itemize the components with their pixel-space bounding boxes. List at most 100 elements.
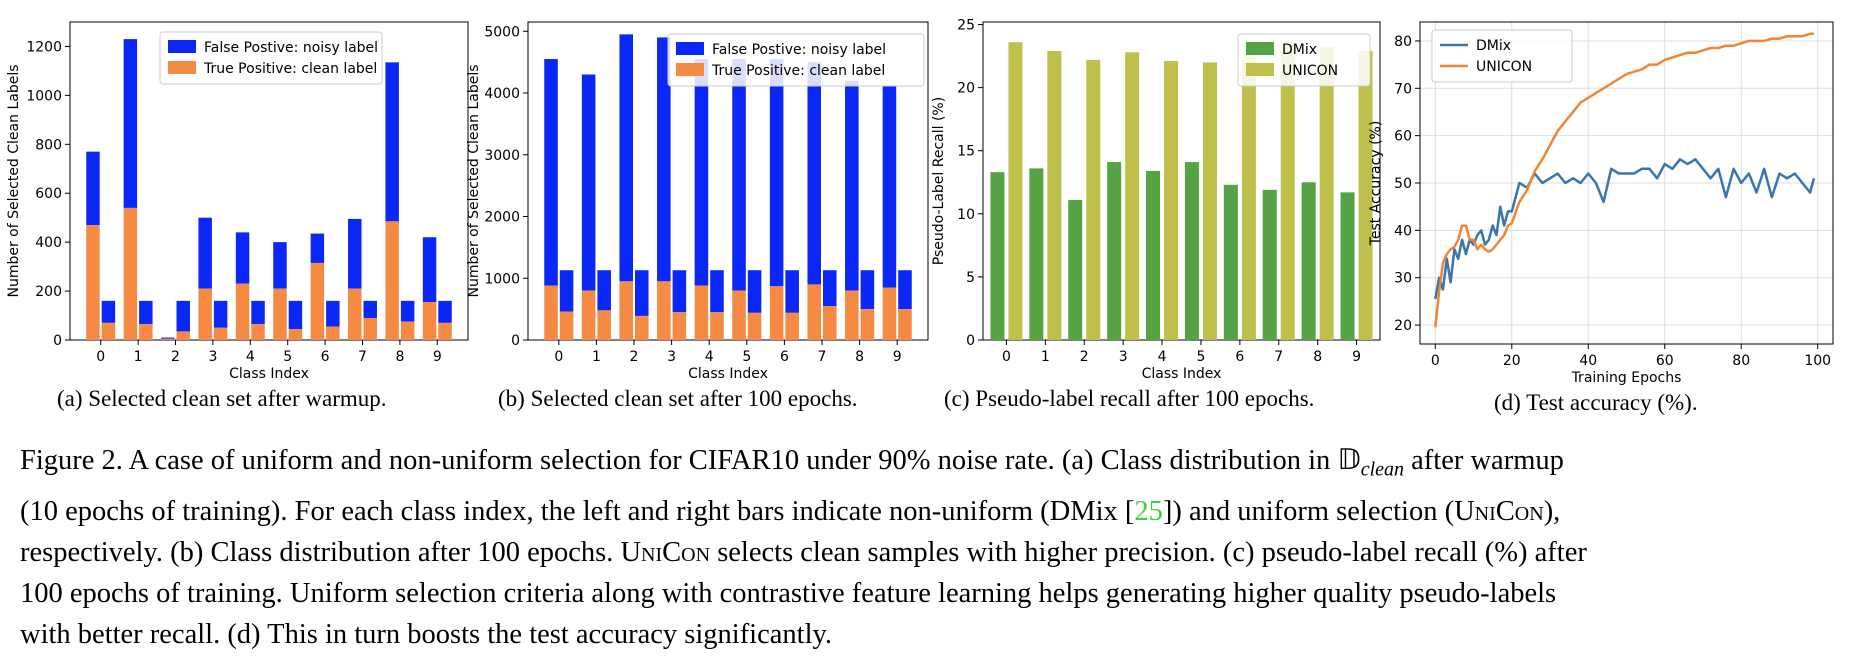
bar-unicon <box>1125 52 1140 341</box>
bar-clean-left <box>348 288 362 340</box>
bar-noisy-left <box>348 218 362 289</box>
x-tick-label: 7 <box>818 349 827 365</box>
bar-noisy-left <box>235 232 250 284</box>
bar-clean-right <box>747 312 762 340</box>
caption-text: (10 epochs of training). For each class … <box>20 495 1135 527</box>
plot-frame-c <box>982 21 1381 341</box>
bar-noisy-left <box>385 62 399 222</box>
legend-label: False Postive: noisy label <box>712 42 886 58</box>
y-tick-label: 0 <box>966 333 975 349</box>
y-tick-label: 5 <box>966 270 975 286</box>
bar-unicon <box>1358 51 1373 341</box>
bar-noisy-left <box>86 151 100 226</box>
bar-noisy-left <box>694 59 709 286</box>
bar-noisy-right <box>635 270 649 316</box>
y-tick-label: 80 <box>1394 34 1412 50</box>
x-tick-label: 0 <box>554 349 563 365</box>
citation-link[interactable]: 25 <box>1134 495 1163 527</box>
line-unicon <box>1434 32 1814 328</box>
method-name: UniCon <box>620 536 711 568</box>
bar-noisy-left <box>123 39 138 208</box>
bar-dmix <box>1029 168 1044 340</box>
y-tick-label: 40 <box>1394 223 1412 239</box>
x-tick-label: 7 <box>358 349 367 365</box>
bar-clean-left <box>882 287 897 340</box>
bar-clean-right <box>438 322 452 340</box>
legend-box <box>667 33 925 87</box>
bar-clean-left <box>619 281 633 340</box>
subcaption-b: (b) Selected clean set after 100 epochs. <box>498 386 858 411</box>
bar-noisy-left <box>882 85 897 288</box>
bar-clean-left <box>161 338 175 340</box>
bar-clean-left <box>845 290 859 340</box>
x-tick-label: 80 <box>1732 353 1750 369</box>
bar-clean-right <box>898 309 912 340</box>
x-tick-label: 20 <box>1503 353 1521 369</box>
y-tick-label: 0 <box>511 333 520 349</box>
bar-clean-left <box>422 302 437 340</box>
bar-clean-right <box>597 310 611 340</box>
legend-swatch <box>676 42 704 55</box>
legend-swatch <box>676 63 704 76</box>
caption-text: ), <box>1543 495 1561 527</box>
x-tick-label: 8 <box>395 349 404 365</box>
y-axis-label: Pseudo-Label Recall (%) <box>931 97 947 265</box>
bar-clean-right <box>400 321 415 340</box>
y-tick-label: 5000 <box>484 24 520 40</box>
x-tick-label: 1 <box>592 349 601 365</box>
clean-set-subscript: clean <box>1360 458 1405 481</box>
x-tick-label: 9 <box>893 349 902 365</box>
y-tick-label: 0 <box>53 333 62 349</box>
bar-clean-right <box>326 326 340 340</box>
bar-clean-right <box>785 312 799 340</box>
x-tick-label: 9 <box>1352 349 1361 365</box>
bar-clean-left <box>732 290 746 340</box>
x-tick-label: 0 <box>1002 349 1011 365</box>
bar-noisy-left <box>198 217 212 289</box>
y-tick-label: 3000 <box>484 148 520 164</box>
bar-unicon <box>1241 57 1256 340</box>
bar-noisy-left <box>422 237 437 303</box>
bar-clean-left <box>123 207 138 340</box>
legend-swatch <box>1246 63 1274 76</box>
bar-dmix <box>1068 199 1083 340</box>
legend-label: UNICON <box>1282 63 1338 79</box>
bar-unicon <box>1319 47 1334 340</box>
legend-swatch <box>168 61 196 74</box>
legend-label: UNICON <box>1476 59 1532 75</box>
bar-noisy-right <box>710 270 724 313</box>
y-tick-label: 60 <box>1394 129 1412 145</box>
bar-clean-right <box>251 324 265 340</box>
bar-noisy-right <box>898 270 912 310</box>
x-tick-label: 5 <box>742 349 751 365</box>
x-tick-label: 100 <box>1804 353 1831 369</box>
bar-dmix <box>1340 192 1355 340</box>
x-tick-label: 1 <box>134 349 143 365</box>
bar-noisy-left <box>807 62 821 285</box>
figure-caption: Figure 2. A case of uniform and non-unif… <box>20 440 1845 655</box>
bar-noisy-right <box>288 300 303 329</box>
bar-clean-right <box>635 315 649 340</box>
y-axis-label: Number of Selected Clean Labels <box>466 64 482 297</box>
x-tick-label: 6 <box>1235 349 1244 365</box>
bar-noisy-right <box>785 270 799 313</box>
bar-clean-left <box>807 284 821 340</box>
method-name: UniCon <box>1454 495 1544 527</box>
bar-noisy-left <box>581 74 596 291</box>
bar-noisy-left <box>619 34 633 282</box>
bar-clean-right <box>823 306 837 340</box>
bar-clean-right <box>139 324 153 340</box>
bar-clean-right <box>710 312 724 340</box>
plot-frame-d <box>1419 21 1834 345</box>
caption-text: with better recall. (d) This in turn boo… <box>20 618 833 650</box>
x-tick-label: 2 <box>171 349 180 365</box>
bar-noisy-right <box>139 300 153 325</box>
legend-box <box>159 31 383 85</box>
y-tick-label: 70 <box>1394 81 1412 97</box>
legend-swatch <box>1246 42 1274 55</box>
legend-label: True Positive: clean label <box>203 61 377 77</box>
bar-clean-left <box>769 286 784 340</box>
x-tick-label: 2 <box>1080 349 1089 365</box>
x-tick-label: 5 <box>1196 349 1205 365</box>
bar-dmix <box>1262 189 1277 340</box>
